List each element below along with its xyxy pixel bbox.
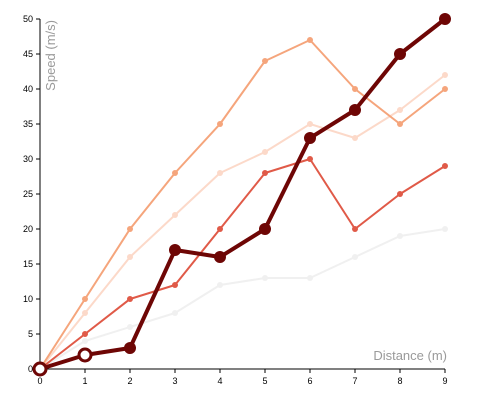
series-1-point[interactable]	[397, 233, 403, 239]
series-4-point[interactable]	[262, 170, 268, 176]
series-1-line	[39, 228, 446, 370]
x-tick-label: 9	[442, 376, 447, 386]
series-4-point[interactable]	[127, 296, 133, 302]
series-2-line	[39, 74, 446, 370]
series-4-point[interactable]	[307, 156, 313, 162]
x-tick-label: 8	[397, 376, 402, 386]
x-tick-label: 5	[262, 376, 267, 386]
series-3-point[interactable]	[172, 170, 178, 176]
series-2	[37, 72, 448, 372]
series-2-point[interactable]	[397, 107, 403, 113]
axes	[36, 18, 446, 373]
y-tick-label: 35	[23, 119, 33, 129]
series-5-point[interactable]	[259, 223, 271, 235]
series-3-point[interactable]	[82, 296, 88, 302]
series-5-point[interactable]	[77, 347, 93, 363]
series-3-point[interactable]	[397, 121, 403, 127]
series-1-point[interactable]	[442, 226, 448, 232]
series-4-point[interactable]	[217, 226, 223, 232]
series-5-point[interactable]	[124, 342, 136, 354]
y-axis-title: Speed (m/s)	[43, 20, 58, 91]
series-4-point[interactable]	[82, 331, 88, 337]
x-tick-label: 3	[172, 376, 177, 386]
series-3-line	[39, 39, 446, 370]
series-2-point[interactable]	[442, 72, 448, 78]
series-2-point[interactable]	[82, 310, 88, 316]
series-1-point[interactable]	[217, 282, 223, 288]
series-3-point[interactable]	[127, 226, 133, 232]
y-tick-label: 15	[23, 259, 33, 269]
y-tick-label: 25	[23, 189, 33, 199]
series-5-point[interactable]	[214, 251, 226, 263]
series-2-point[interactable]	[262, 149, 268, 155]
series-group	[32, 13, 451, 377]
y-tick-label: 20	[23, 224, 33, 234]
series-5-point[interactable]	[304, 132, 316, 144]
y-tick-label: 45	[23, 49, 33, 59]
series-4-point[interactable]	[442, 163, 448, 169]
series-3-point[interactable]	[442, 86, 448, 92]
series-2-point[interactable]	[307, 121, 313, 127]
series-5	[32, 13, 451, 377]
series-1-point[interactable]	[82, 338, 88, 344]
x-tick-label: 4	[217, 376, 222, 386]
y-tick-label: 5	[28, 329, 33, 339]
x-tick-label: 6	[307, 376, 312, 386]
y-tick-label: 50	[23, 14, 33, 24]
y-tick-label: 10	[23, 294, 33, 304]
series-2-point[interactable]	[172, 212, 178, 218]
series-5-point[interactable]	[394, 48, 406, 60]
series-1-point[interactable]	[172, 310, 178, 316]
y-tick-label: 30	[23, 154, 33, 164]
x-tick-label: 0	[37, 376, 42, 386]
series-5-point[interactable]	[32, 361, 48, 377]
x-axis-title: Distance (m)	[373, 348, 447, 363]
series-5-point[interactable]	[169, 244, 181, 256]
series-3-point[interactable]	[307, 37, 313, 43]
y-tick-label: 0	[28, 364, 33, 374]
series-5-line	[39, 17, 447, 371]
series-5-point[interactable]	[349, 104, 361, 116]
x-tick-label: 7	[352, 376, 357, 386]
series-2-point[interactable]	[352, 135, 358, 141]
series-2-point[interactable]	[217, 170, 223, 176]
series-2-point[interactable]	[127, 254, 133, 260]
x-tick-label: 1	[82, 376, 87, 386]
y-tick-label: 40	[23, 84, 33, 94]
series-5-point[interactable]	[439, 13, 451, 25]
series-1-point[interactable]	[127, 324, 133, 330]
series-3-point[interactable]	[262, 58, 268, 64]
series-1-point[interactable]	[262, 275, 268, 281]
series-3-point[interactable]	[352, 86, 358, 92]
series-4-point[interactable]	[352, 226, 358, 232]
x-tick-label: 2	[127, 376, 132, 386]
series-1-point[interactable]	[307, 275, 313, 281]
series-1-point[interactable]	[352, 254, 358, 260]
series-3-point[interactable]	[217, 121, 223, 127]
series-4-line	[39, 158, 446, 370]
series-4	[37, 156, 448, 372]
series-4-point[interactable]	[172, 282, 178, 288]
series-4-point[interactable]	[397, 191, 403, 197]
